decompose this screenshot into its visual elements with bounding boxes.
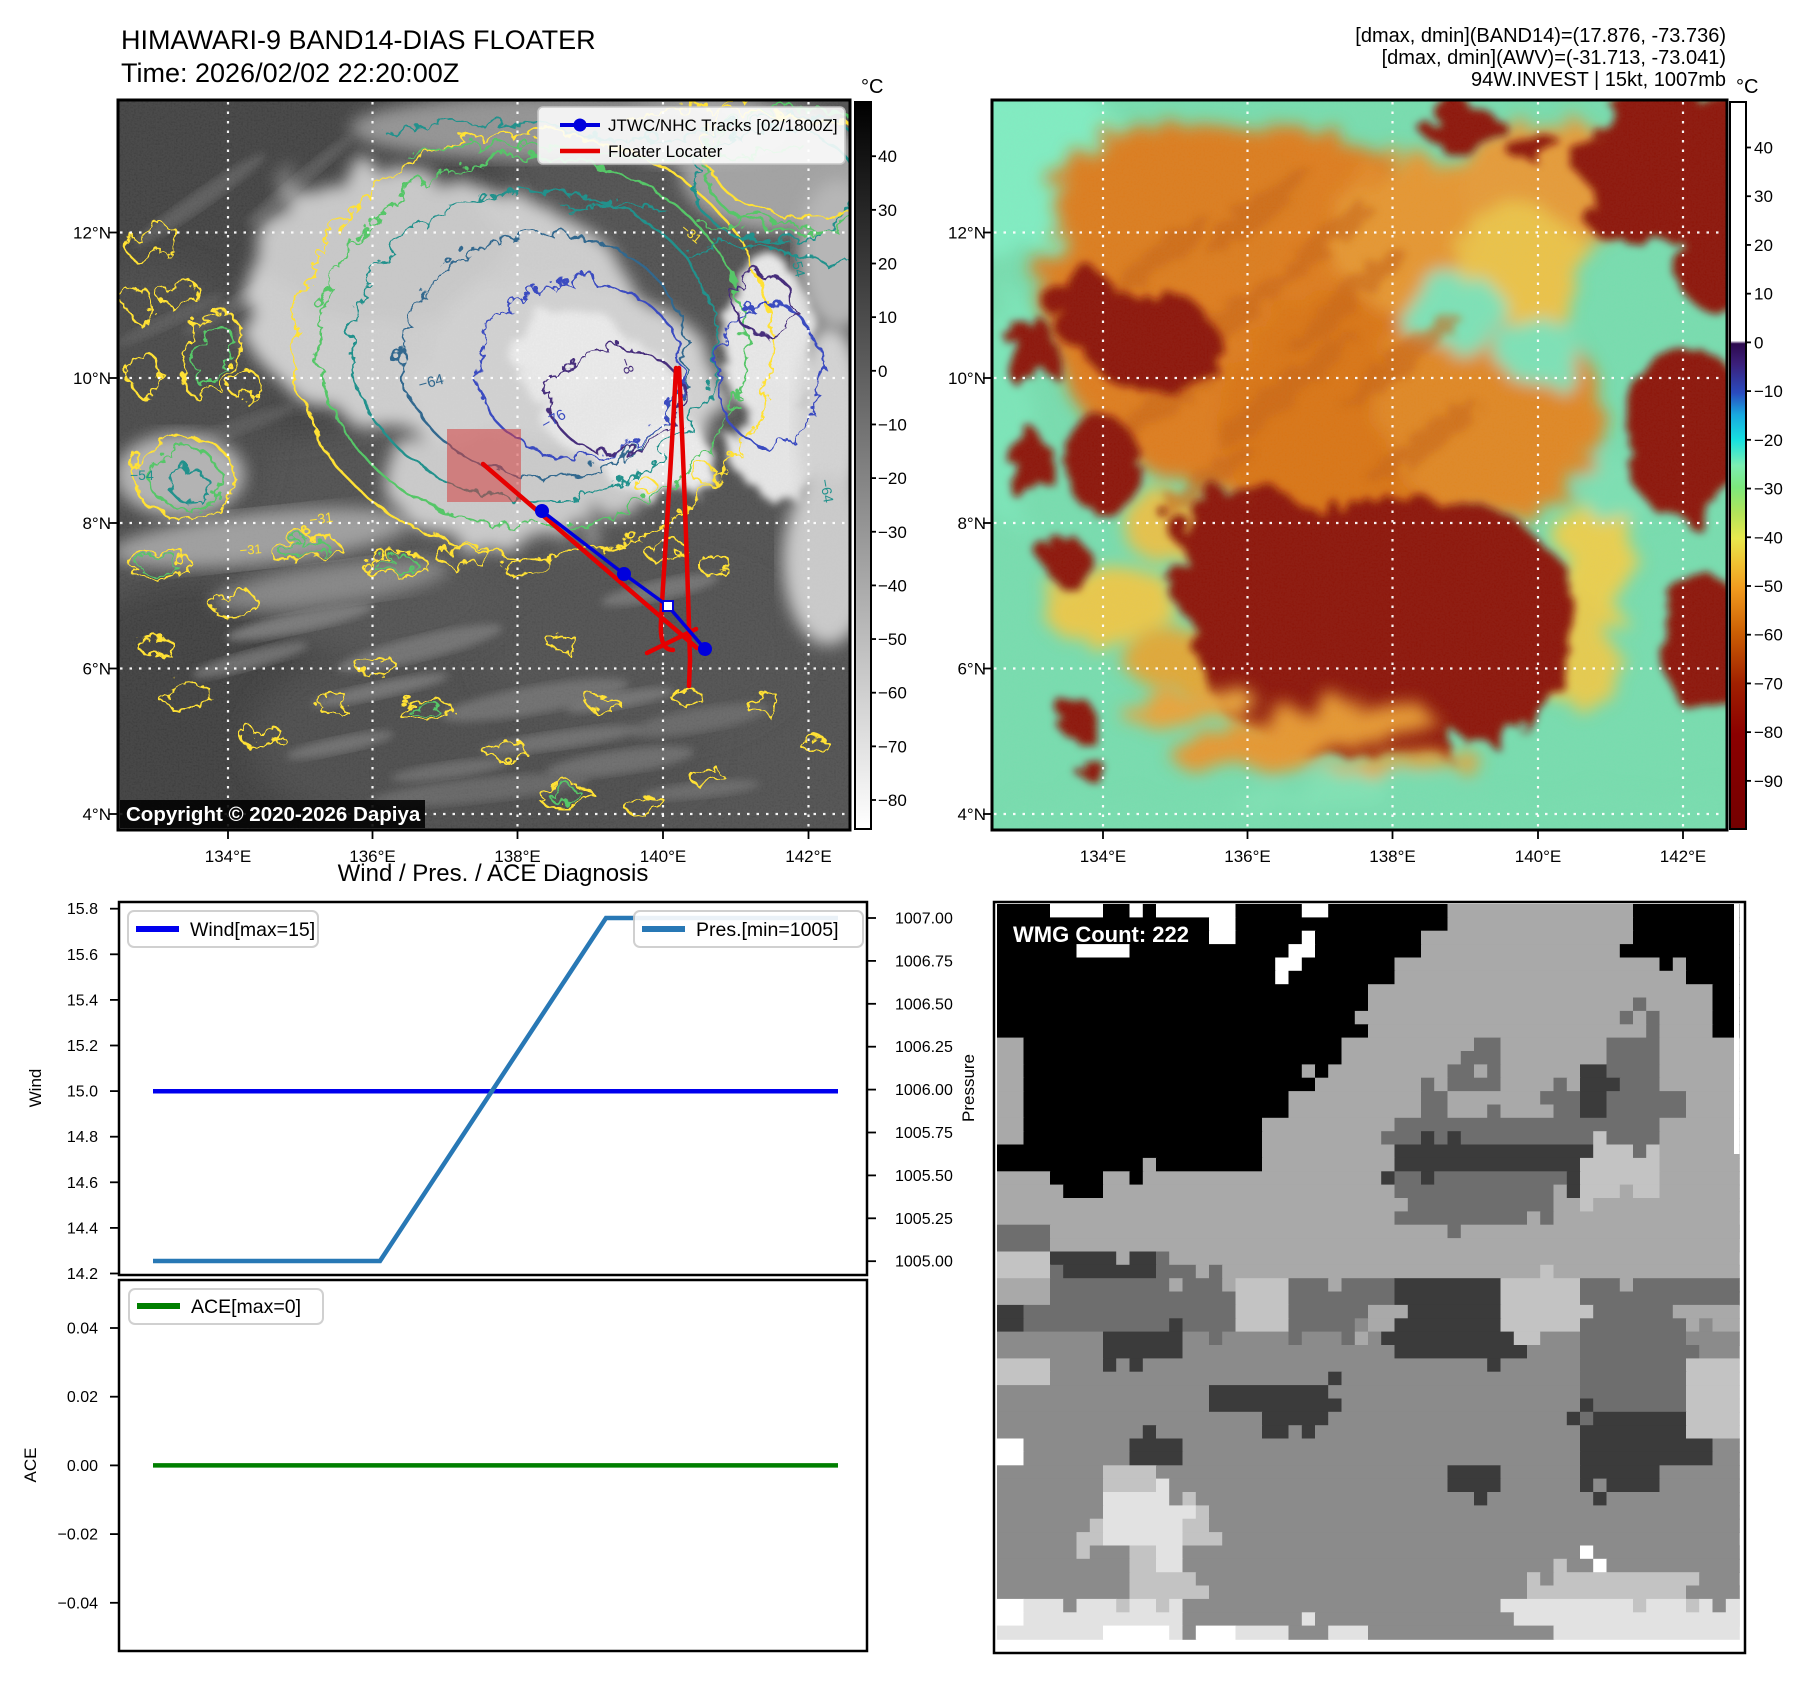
svg-text:1006.25: 1006.25 [895, 1039, 953, 1056]
svg-text:−64: −64 [817, 478, 837, 504]
svg-text:−64: −64 [417, 371, 446, 394]
svg-text:40: 40 [878, 147, 897, 166]
svg-text:1006.75: 1006.75 [895, 953, 953, 970]
svg-text:Floater Locater: Floater Locater [608, 142, 723, 161]
svg-text:20: 20 [1754, 236, 1773, 255]
svg-text:14.4: 14.4 [67, 1220, 98, 1237]
svg-text:−40: −40 [1754, 528, 1783, 547]
svg-text:0.00: 0.00 [67, 1458, 98, 1475]
svg-text:1006.00: 1006.00 [895, 1082, 953, 1099]
svg-text:−31: −31 [239, 541, 262, 558]
svg-text:134°E: 134°E [205, 847, 252, 866]
svg-text:−10: −10 [878, 415, 907, 434]
svg-text:−31: −31 [308, 509, 334, 528]
svg-text:−90: −90 [1754, 772, 1783, 791]
svg-text:1005.25: 1005.25 [895, 1211, 953, 1228]
svg-text:WMG Count: 222: WMG Count: 222 [1013, 922, 1189, 947]
svg-text:10°N: 10°N [73, 369, 111, 388]
svg-text:−60: −60 [878, 684, 907, 703]
svg-text:−70: −70 [1754, 674, 1783, 693]
svg-text:Wind / Pres. / ACE Diagnosis: Wind / Pres. / ACE Diagnosis [338, 860, 649, 887]
svg-text:14.6: 14.6 [67, 1175, 98, 1192]
svg-text:140°E: 140°E [1515, 847, 1562, 866]
svg-text:−70: −70 [878, 737, 907, 756]
svg-text:15.4: 15.4 [67, 992, 98, 1009]
svg-text:1005.50: 1005.50 [895, 1168, 953, 1185]
svg-text:142°E: 142°E [785, 847, 832, 866]
svg-text:ACE: ACE [21, 1448, 40, 1483]
svg-text:1007.00: 1007.00 [895, 911, 953, 928]
svg-text:JTWC/NHC Tracks [02/1800Z]: JTWC/NHC Tracks [02/1800Z] [608, 116, 838, 135]
svg-text:−54: −54 [130, 467, 154, 483]
svg-text:15.2: 15.2 [67, 1038, 98, 1055]
svg-text:ACE[max=0]: ACE[max=0] [191, 1296, 301, 1318]
svg-text:−50: −50 [878, 630, 907, 649]
svg-text:[dmax, dmin](BAND14)=(17.876,: [dmax, dmin](BAND14)=(17.876, -73.736) [1355, 25, 1726, 47]
svg-text:−80: −80 [878, 791, 907, 810]
svg-text:−20: −20 [1754, 431, 1783, 450]
svg-text:4°N: 4°N [82, 805, 111, 824]
svg-text:6°N: 6°N [957, 660, 986, 679]
svg-text:0.04: 0.04 [67, 1321, 98, 1338]
svg-text:−60: −60 [1754, 626, 1783, 645]
svg-text:15.6: 15.6 [67, 947, 98, 964]
svg-text:°C: °C [861, 76, 883, 98]
svg-text:30: 30 [1754, 187, 1773, 206]
svg-text:10: 10 [878, 308, 897, 327]
svg-text:142°E: 142°E [1660, 847, 1707, 866]
svg-text:Time: 2026/02/02 22:20:00Z: Time: 2026/02/02 22:20:00Z [121, 58, 459, 88]
svg-text:138°E: 138°E [1369, 847, 1416, 866]
svg-text:HIMAWARI-9 BAND14-DIAS FLOATER: HIMAWARI-9 BAND14-DIAS FLOATER [121, 25, 596, 55]
svg-text:−0.02: −0.02 [58, 1527, 99, 1544]
svg-text:Wind[max=15]: Wind[max=15] [190, 919, 315, 941]
svg-text:−50: −50 [1754, 577, 1783, 596]
svg-text:−40: −40 [878, 576, 907, 595]
svg-text:−8: −8 [617, 356, 638, 377]
svg-text:12°N: 12°N [948, 224, 986, 243]
svg-text:10: 10 [1754, 285, 1773, 304]
svg-text:140°E: 140°E [640, 847, 687, 866]
svg-text:138°E: 138°E [494, 847, 541, 866]
svg-text:12°N: 12°N [73, 224, 111, 243]
svg-text:Pressure: Pressure [959, 1054, 978, 1122]
svg-text:1005.75: 1005.75 [895, 1125, 953, 1142]
svg-text:−10: −10 [1754, 382, 1783, 401]
svg-text:−30: −30 [1754, 480, 1783, 499]
svg-text:Pres.[min=1005]: Pres.[min=1005] [696, 919, 839, 941]
svg-text:20: 20 [878, 255, 897, 274]
svg-text:136°E: 136°E [349, 847, 396, 866]
svg-text:Copyright © 2020-2026 Dapiya: Copyright © 2020-2026 Dapiya [126, 803, 421, 826]
svg-text:8°N: 8°N [957, 514, 986, 533]
svg-text:6°N: 6°N [82, 660, 111, 679]
svg-text:[dmax, dmin](AWV)=(-31.713, -7: [dmax, dmin](AWV)=(-31.713, -73.041) [1382, 47, 1726, 69]
svg-text:14.8: 14.8 [67, 1129, 98, 1146]
svg-text:°C: °C [1736, 76, 1758, 98]
svg-text:15.8: 15.8 [67, 901, 98, 918]
svg-text:Wind: Wind [26, 1069, 45, 1108]
svg-text:134°E: 134°E [1080, 847, 1127, 866]
svg-text:4°N: 4°N [957, 805, 986, 824]
svg-text:14.2: 14.2 [67, 1266, 98, 1283]
svg-text:0.02: 0.02 [67, 1389, 98, 1406]
svg-text:94W.INVEST | 15kt, 1007mb: 94W.INVEST | 15kt, 1007mb [1471, 69, 1726, 91]
svg-text:1006.50: 1006.50 [895, 996, 953, 1013]
svg-text:15.0: 15.0 [67, 1084, 98, 1101]
svg-text:136°E: 136°E [1224, 847, 1271, 866]
svg-text:1005.00: 1005.00 [895, 1254, 953, 1271]
svg-text:0: 0 [878, 362, 887, 381]
svg-text:−0.04: −0.04 [58, 1595, 99, 1612]
svg-text:10°N: 10°N [948, 369, 986, 388]
svg-text:−30: −30 [878, 523, 907, 542]
svg-text:0: 0 [1754, 333, 1763, 352]
svg-text:−80: −80 [1754, 723, 1783, 742]
svg-text:8°N: 8°N [82, 514, 111, 533]
svg-text:−54: −54 [787, 252, 809, 279]
svg-text:−20: −20 [878, 469, 907, 488]
svg-text:40: 40 [1754, 139, 1773, 158]
svg-text:30: 30 [878, 201, 897, 220]
